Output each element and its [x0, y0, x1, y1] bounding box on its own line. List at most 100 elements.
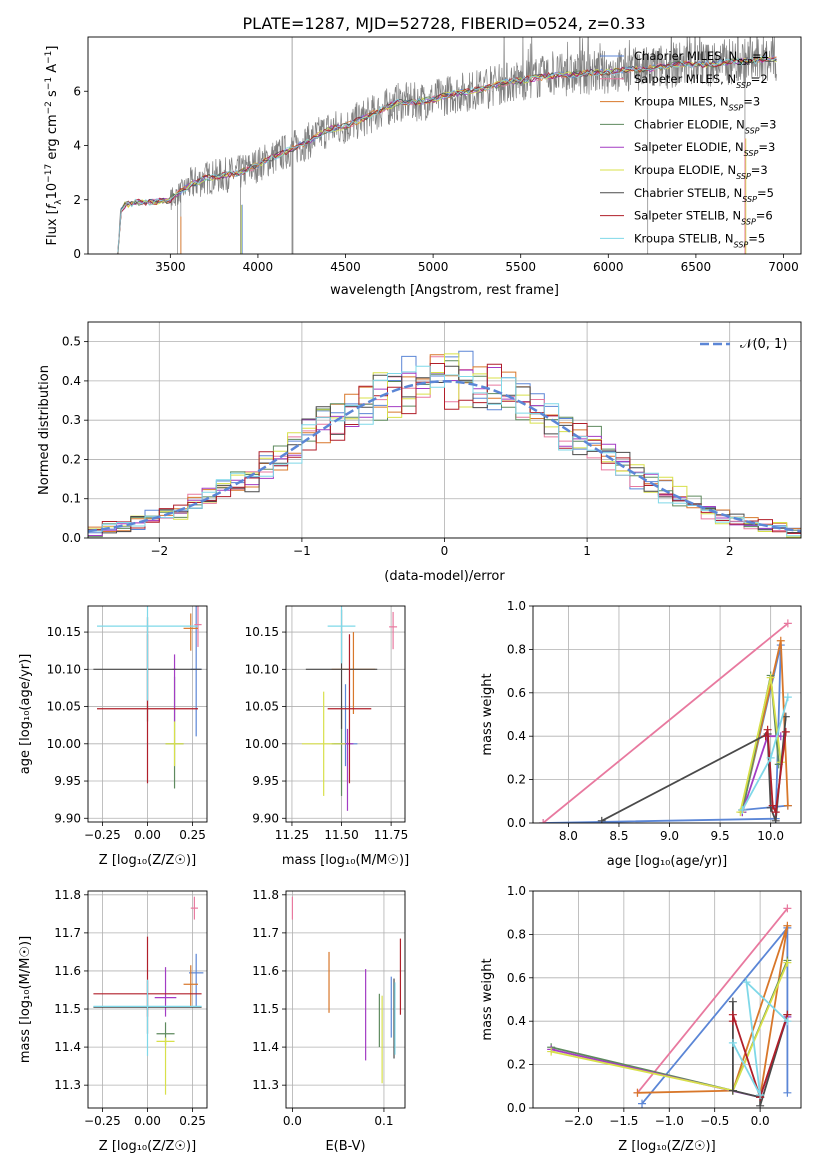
- y-tick-label: 0.6: [507, 686, 526, 700]
- plot-area: [117, 37, 777, 254]
- y-tick-label: 0.8: [507, 642, 526, 656]
- y-axis-label-part: λ: [54, 199, 64, 205]
- weight-line-1: [636, 907, 789, 1094]
- legend-entry-part: =5: [757, 186, 774, 200]
- axes-frame: [285, 890, 406, 1109]
- y-tick-label: 11.4: [252, 1040, 279, 1054]
- legend-entry-part: SSP: [741, 217, 756, 226]
- y-tick-label: 11.6: [54, 964, 81, 978]
- y-tick-label: 0.6: [507, 971, 526, 985]
- weight-marker: [783, 921, 792, 930]
- x-tick-label: 0.00: [134, 1114, 161, 1128]
- x-tick-label: 2: [726, 544, 734, 558]
- model-line-5: [117, 55, 777, 254]
- chart-weight_vs_Z: −2.0 −1.5 −1.0 −0.5 0.0 0.0 0.2 0.4 0.6 0.8 1.0 Z […: [480, 884, 802, 1154]
- chart-spectrum: 3500 4000 4500 5000 5500 6000 6500 7000 0 2 4 6 wave…: [44, 36, 802, 298]
- x-tick-label: −0.25: [84, 828, 121, 842]
- y-axis-label: mass weight: [480, 673, 495, 755]
- plot-area: [88, 891, 207, 1108]
- y-tick-label: 9.95: [54, 774, 81, 788]
- weight-marker: [756, 1101, 765, 1108]
- weight-marker: [728, 1038, 737, 1047]
- x-tick-label: −1: [293, 544, 311, 558]
- x-tick-label: 5000: [418, 260, 449, 274]
- y-tick-label: 0.2: [62, 452, 81, 466]
- plot-area: [88, 322, 801, 538]
- x-tick-label: 11.25: [275, 828, 309, 842]
- y-tick-label: 11.7: [54, 926, 81, 940]
- legend-entry: Kroupa MILES, NSSP=3: [634, 95, 760, 113]
- x-tick-label: 0.25: [179, 1114, 206, 1128]
- weight-line-1: [542, 622, 789, 823]
- x-axis-label: E(B-V): [325, 1139, 365, 1154]
- y-tick-label: 4: [73, 139, 81, 153]
- weight-marker: [728, 1086, 737, 1095]
- y-tick-label: 11.5: [54, 1002, 81, 1016]
- y-axis-label-part: erg cm: [45, 114, 60, 163]
- y-axis-label-part: ]: [45, 46, 60, 51]
- legend-entry: Chabrier STELIB, NSSP=5: [634, 186, 774, 204]
- y-tick-label: 0.0: [507, 816, 526, 830]
- x-tick-label: 10.0: [757, 829, 784, 843]
- legend-entry: Chabrier ELODIE, NSSP=3: [634, 117, 776, 135]
- chart-weight_vs_age: 8.0 8.5 9.0 9.5 10.0 0.0 0.2 0.4 0.6 0.8 1.0 age [l…: [480, 599, 802, 869]
- weight-marker: [783, 801, 792, 810]
- y-tick-label: 11.3: [252, 1078, 279, 1092]
- axes-frame: [285, 605, 406, 823]
- x-tick-label: 9.0: [660, 829, 679, 843]
- weight-marker: [728, 997, 737, 1006]
- weight-marker: [783, 958, 792, 967]
- x-tick-label: 3500: [155, 260, 186, 274]
- y-axis-label: mass [log₁₀(M/M☉)]: [18, 936, 33, 1063]
- weight-marker: [761, 732, 770, 741]
- chart-age_vs_Z: −0.25 0.00 0.25 9.90 9.95 10.00 10.05 10.10 10.1…: [18, 605, 208, 868]
- legend-entry-part: Salpeter MILES, N: [634, 72, 736, 86]
- legend-entry-part: SSP: [737, 58, 752, 67]
- weight-marker: [771, 816, 780, 823]
- legend-entry-part: =4: [752, 49, 769, 63]
- x-tick-label: 11.50: [324, 828, 358, 842]
- y-tick-label: 0.3: [62, 413, 81, 427]
- x-axis-label: wavelength [Angstrom, rest frame]: [330, 283, 559, 298]
- x-tick-label: 4500: [330, 260, 361, 274]
- plot-area: [533, 606, 801, 823]
- weight-marker: [539, 819, 548, 823]
- weight-marker: [728, 1010, 737, 1019]
- axes-frame: [87, 890, 208, 1109]
- y-tick-label: 11.4: [54, 1040, 81, 1054]
- y-tick-label: 0.4: [507, 729, 526, 743]
- x-tick-label: −1.0: [655, 1114, 684, 1128]
- weight-marker: [783, 1088, 792, 1097]
- y-tick-label: 0.8: [507, 927, 526, 941]
- x-tick-label: −0.5: [700, 1114, 729, 1128]
- legend-entry-part: =2: [751, 72, 768, 86]
- y-tick-label: 9.95: [252, 774, 279, 788]
- weight-marker: [597, 816, 606, 823]
- weight-marker: [783, 619, 792, 628]
- x-tick-label: −2.0: [564, 1114, 593, 1128]
- x-tick-label: 0: [441, 544, 449, 558]
- legend-entry-part: =3: [760, 117, 777, 131]
- figure-title: PLATE=1287, MJD=52728, FIBERID=0524, z=0…: [242, 14, 645, 33]
- x-axis-label: Z [log₁₀(Z/Z☉)]: [618, 1139, 715, 1154]
- y-tick-label: 11.5: [252, 1002, 279, 1016]
- y-tick-label: 10.00: [245, 737, 279, 751]
- legend-entry-part: SSP: [744, 149, 759, 158]
- weight-marker: [783, 693, 792, 702]
- x-tick-label: −1.5: [609, 1114, 638, 1128]
- weight-marker: [768, 801, 777, 810]
- y-axis-label-part: −1: [44, 77, 54, 90]
- legend-entry: Kroupa ELODIE, NSSP=3: [634, 163, 768, 181]
- axes-frame: [87, 36, 802, 255]
- y-axis-label-part: −1: [44, 51, 54, 64]
- x-axis-label: Z [log₁₀(Z/Z☉)]: [99, 853, 196, 868]
- model-line-8: [117, 55, 777, 253]
- legend-entry-part: =3: [743, 95, 760, 109]
- x-tick-label: 1: [583, 544, 591, 558]
- y-tick-label: 0.5: [62, 335, 81, 349]
- y-tick-label: 6: [73, 84, 81, 98]
- legend-entry-part: SSP: [745, 126, 760, 135]
- x-axis-label: mass [log₁₀(M/M☉)]: [282, 853, 409, 868]
